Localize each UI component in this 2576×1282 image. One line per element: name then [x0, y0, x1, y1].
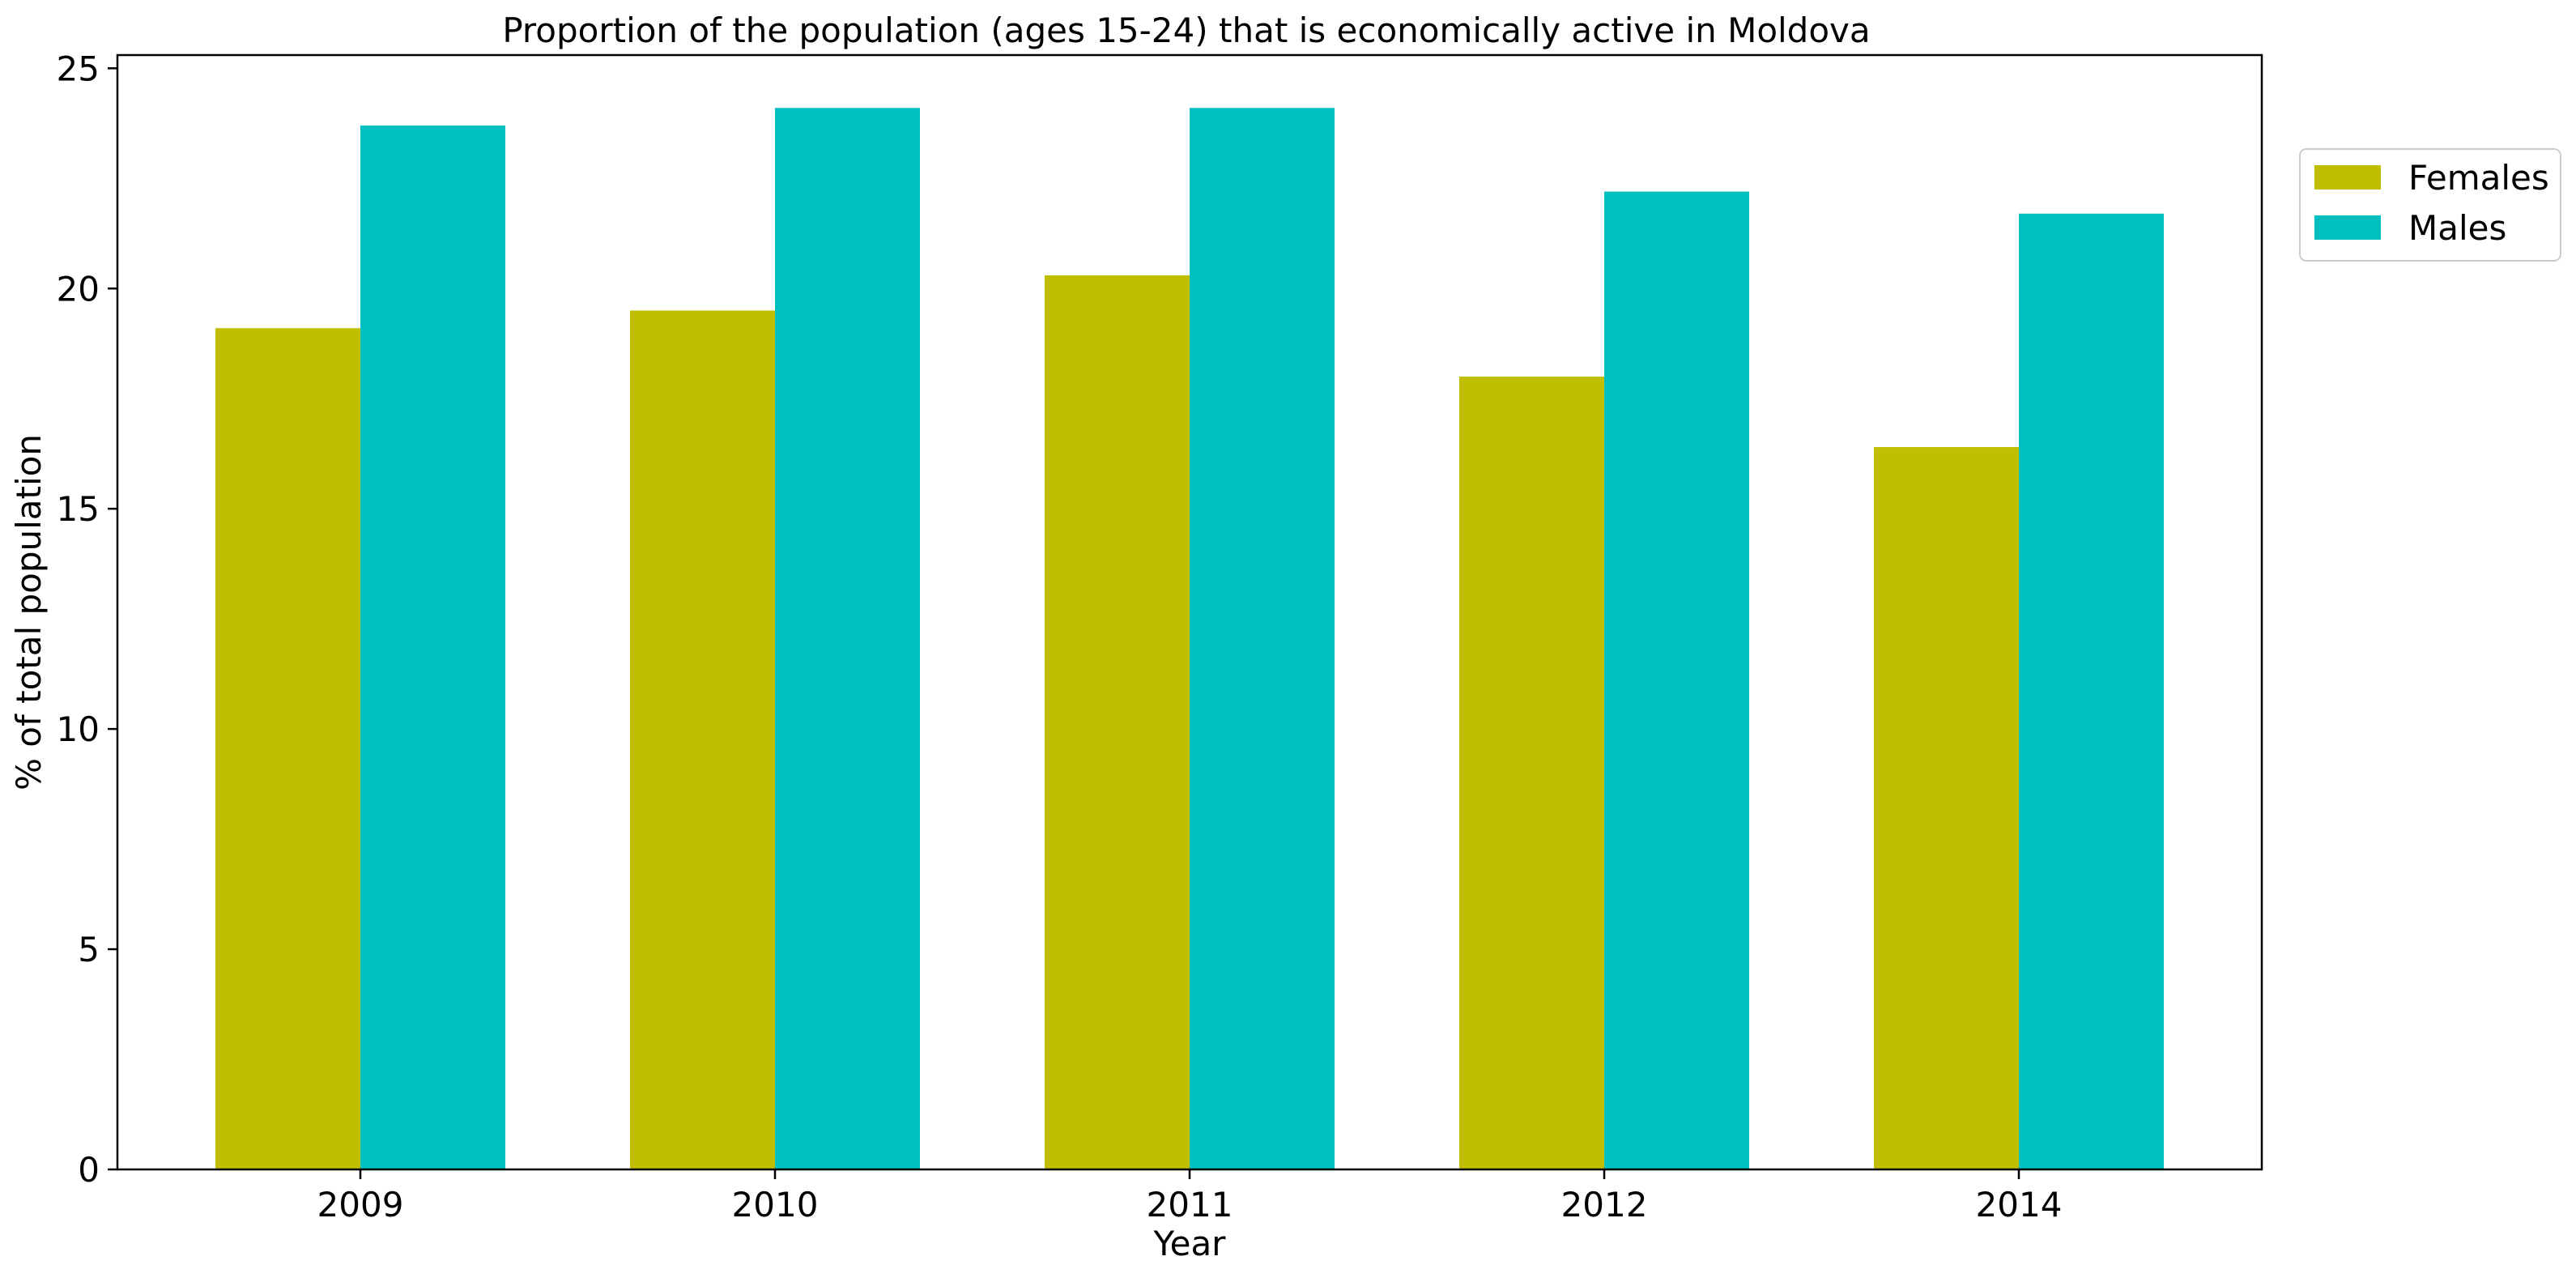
- bar-females-2014: [1874, 447, 2019, 1169]
- plot-frame: [116, 53, 2263, 1171]
- bar-males-2014: [2019, 213, 2164, 1170]
- y-axis-label: % of total population: [9, 434, 49, 790]
- bar-females-2010: [630, 310, 775, 1169]
- x-tick-label: 2011: [1147, 1185, 1233, 1225]
- legend-label-females: Females: [2408, 158, 2549, 198]
- bars: [215, 108, 2164, 1170]
- x-tick-label: 2014: [1976, 1185, 2063, 1225]
- bar-males-2009: [360, 126, 505, 1169]
- x-tick-label: 2009: [317, 1185, 404, 1225]
- y-tick-label: 10: [57, 709, 100, 749]
- bar-females-2012: [1459, 377, 1604, 1169]
- y-tick-label: 20: [57, 269, 100, 309]
- x-axis-label: Year: [1153, 1224, 1227, 1263]
- bar-females-2011: [1045, 275, 1190, 1169]
- legend-label-males: Males: [2408, 208, 2506, 248]
- y-tick-label: 0: [78, 1150, 100, 1190]
- bar-males-2011: [1190, 108, 1335, 1170]
- x-tick-label: 2010: [732, 1185, 819, 1225]
- chart-title: Proportion of the population (ages 15-24…: [502, 11, 1870, 50]
- bar-females-2009: [215, 328, 360, 1170]
- legend-swatch-females: [2314, 165, 2381, 190]
- y-tick-label: 15: [57, 489, 100, 529]
- y-tick-label: 25: [57, 49, 100, 88]
- bar-males-2010: [775, 108, 920, 1170]
- x-axis-ticks: 2009 2010 2011 2012 2014: [317, 1169, 2063, 1225]
- x-tick-label: 2012: [1561, 1185, 1648, 1225]
- y-tick-label: 5: [78, 930, 100, 969]
- y-axis-ticks: 0 5 10 15 20 25: [57, 49, 117, 1190]
- legend: Females Males: [2299, 148, 2561, 262]
- legend-swatch-males: [2314, 215, 2381, 240]
- bar-males-2012: [1604, 191, 1749, 1169]
